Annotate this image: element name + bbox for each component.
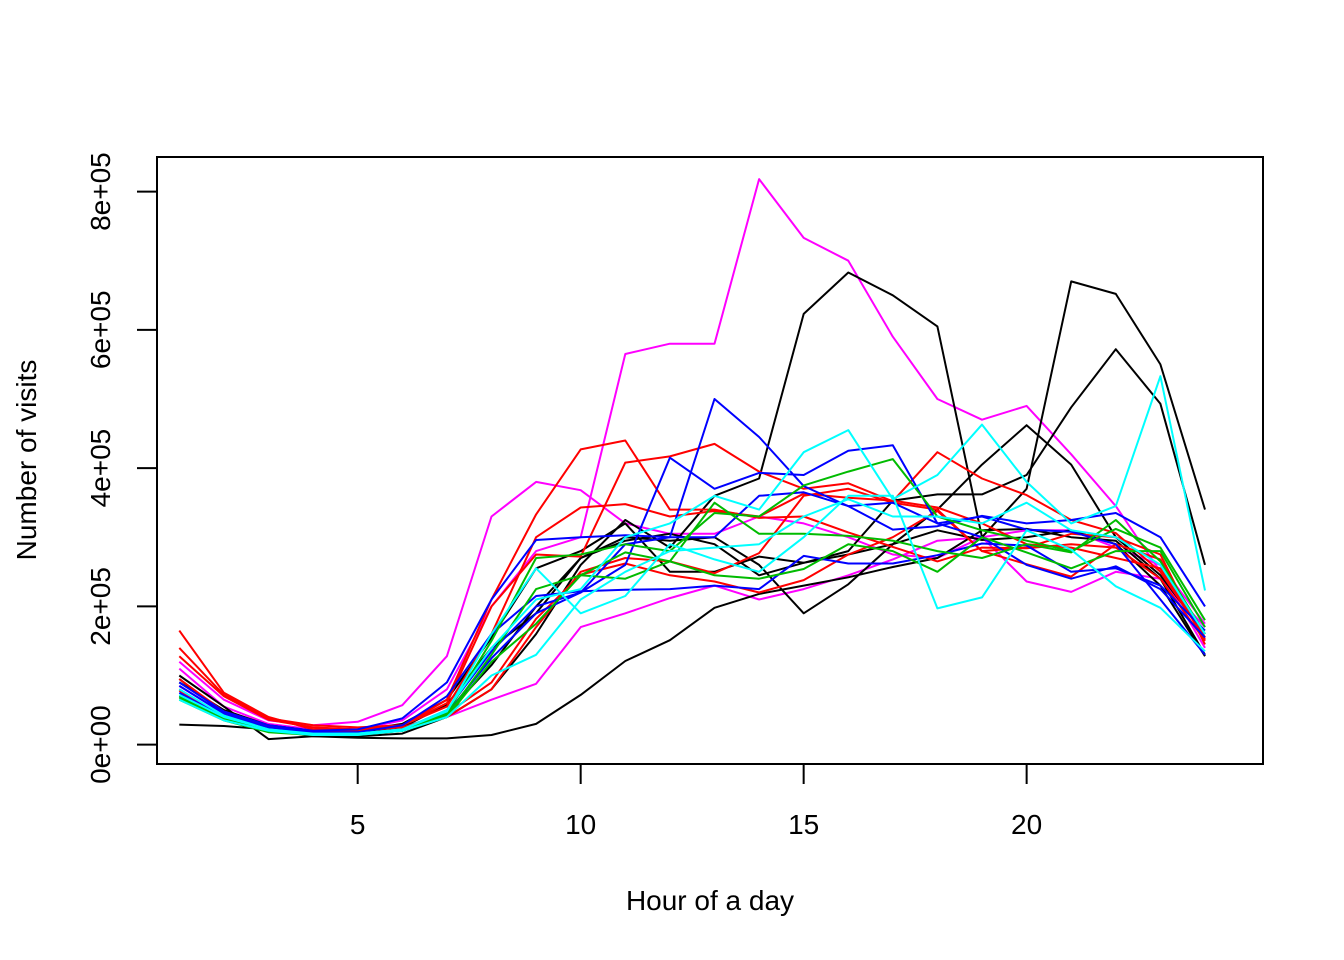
series-line-18 bbox=[178, 458, 1206, 736]
x-tick-label: 10 bbox=[565, 809, 596, 840]
x-axis: 5 10 15 20 bbox=[350, 763, 1042, 840]
series-line-16 bbox=[178, 444, 1206, 735]
x-tick-label: 20 bbox=[1011, 809, 1042, 840]
y-axis: 0e+00 2e+05 4e+05 6e+05 8e+05 bbox=[85, 152, 158, 784]
series-line-9 bbox=[178, 492, 1206, 731]
series-line-2 bbox=[178, 178, 1206, 731]
y-tick-label: 8e+05 bbox=[85, 152, 116, 231]
series-line-5 bbox=[178, 271, 1206, 741]
series-line-15 bbox=[178, 542, 1206, 734]
y-tick-label: 4e+05 bbox=[85, 429, 116, 508]
series-line-10 bbox=[178, 439, 1206, 729]
series-line-22 bbox=[178, 375, 1206, 736]
series-line-12 bbox=[178, 510, 1206, 732]
series-layer bbox=[178, 178, 1206, 741]
series-line-13 bbox=[178, 487, 1206, 735]
y-tick-label: 2e+05 bbox=[85, 567, 116, 646]
plot-frame bbox=[156, 156, 1264, 765]
y-tick-label: 0e+00 bbox=[85, 705, 116, 784]
x-tick-label: 15 bbox=[788, 809, 819, 840]
x-axis-title: Hour of a day bbox=[626, 885, 794, 916]
series-line-14 bbox=[178, 398, 1206, 732]
series-line-17 bbox=[178, 491, 1206, 736]
y-tick-label: 6e+05 bbox=[85, 290, 116, 369]
series-line-23 bbox=[178, 498, 1206, 736]
y-axis-title: Number of visits bbox=[11, 360, 42, 561]
x-tick-label: 5 bbox=[350, 809, 366, 840]
